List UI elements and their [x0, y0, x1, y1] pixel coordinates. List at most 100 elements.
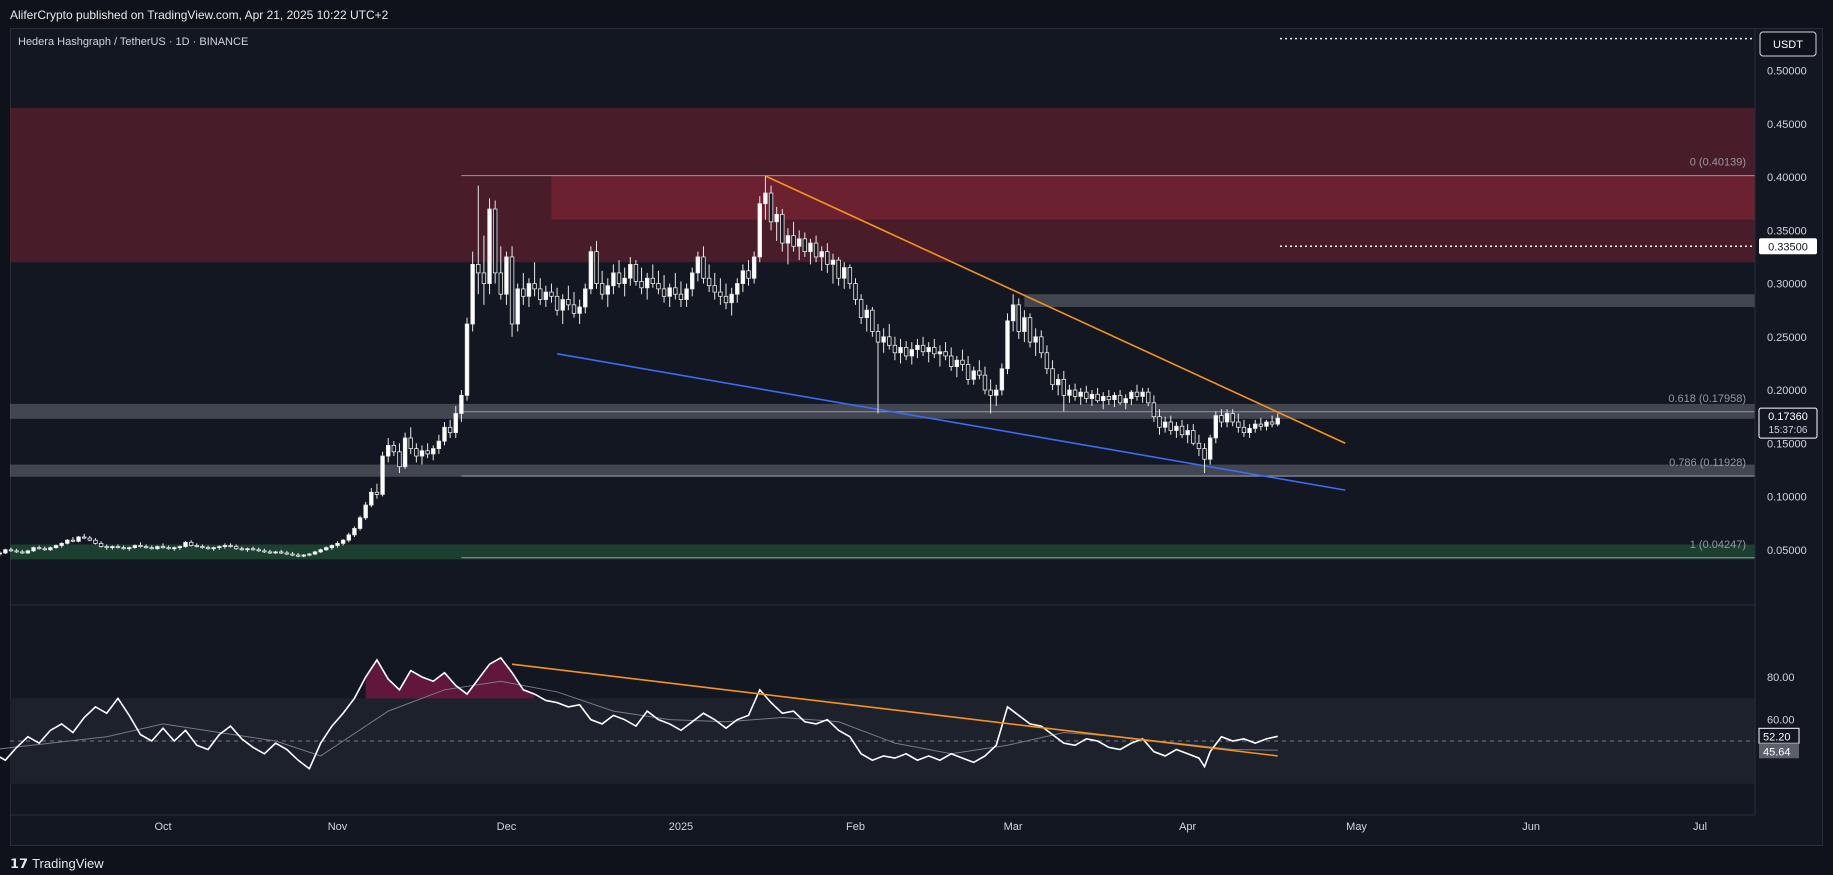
candle-body: [667, 287, 672, 297]
candle: [25, 549, 31, 555]
candle-body: [639, 281, 644, 289]
candle-body: [476, 263, 481, 274]
candle-body: [391, 445, 397, 453]
candle: [695, 251, 701, 282]
candle: [48, 546, 53, 551]
candle-body: [723, 295, 729, 304]
candle: [763, 176, 768, 220]
candle-body: [633, 263, 639, 282]
fib-level-label: 0 (0.40139): [1690, 157, 1746, 169]
rsi-descending-trendline[interactable]: [511, 663, 1278, 757]
candle-body: [65, 539, 70, 544]
candle: [160, 543, 166, 549]
descending-resistance-line[interactable]: [765, 175, 1346, 445]
candle: [571, 292, 577, 318]
candle-body: [960, 359, 965, 365]
candle-body: [369, 491, 374, 506]
price-tick-label: 0.35000: [1767, 225, 1807, 237]
time-tick-label: May: [1346, 821, 1367, 833]
candle-body: [31, 547, 36, 552]
marked-price-label: 0.33500: [1768, 241, 1808, 253]
candle: [65, 539, 70, 545]
tradingview-logo[interactable]: 𝟭𝟳 TradingView: [10, 856, 104, 872]
fib-level-label: 1 (0.04247): [1690, 539, 1746, 551]
candle: [53, 544, 59, 549]
candle: [1101, 392, 1106, 410]
zones-layer: [10, 107, 1755, 560]
candle: [301, 554, 306, 558]
candle: [1264, 419, 1269, 431]
candle: [836, 256, 841, 286]
candle: [1230, 409, 1235, 427]
candle-body: [121, 547, 126, 550]
time-tick-label: Feb: [846, 821, 865, 833]
fibonacci-layer: 0 (0.40139) 0.618 (0.17958) 0.786 (0.11928…: [461, 37, 1755, 559]
candle: [492, 200, 498, 284]
candle-body: [864, 309, 869, 319]
candle-body: [397, 451, 402, 468]
candle-body: [712, 285, 717, 293]
candle: [419, 445, 425, 465]
candle: [414, 443, 419, 463]
candle: [599, 270, 605, 300]
candle-body: [1185, 430, 1190, 436]
candle-body: [1022, 317, 1027, 332]
candle-body: [1050, 368, 1055, 386]
candle: [977, 360, 982, 380]
candle: [363, 501, 368, 520]
candle-body: [920, 344, 926, 353]
candle-body: [48, 547, 53, 551]
candle: [470, 251, 475, 332]
candle-body: [695, 256, 701, 274]
candle-body: [678, 293, 684, 300]
candle: [98, 541, 104, 548]
candle: [937, 345, 943, 367]
candle: [594, 240, 599, 289]
candle-body: [59, 542, 64, 546]
price-tick-label: 0.40000: [1767, 172, 1807, 184]
candle-body: [740, 270, 746, 284]
candle: [115, 544, 121, 549]
candle: [222, 543, 228, 549]
candle-body: [875, 331, 881, 343]
candle-body: [233, 546, 239, 550]
candle: [8, 547, 14, 552]
candle: [397, 443, 402, 474]
candle: [172, 546, 177, 551]
candle: [166, 545, 171, 550]
candle: [273, 550, 278, 555]
candle-body: [1196, 442, 1202, 450]
candle: [526, 278, 532, 307]
candle-body: [1179, 425, 1185, 436]
falling-wedge-support-line[interactable]: [556, 353, 1346, 491]
candle-body: [1112, 394, 1117, 401]
candle: [830, 253, 836, 284]
candle: [954, 355, 960, 378]
candle-body: [509, 256, 515, 325]
candle: [1140, 387, 1145, 403]
symbol-title: Hedera Hashgraph / TetherUS · 1D · BINAN…: [18, 36, 248, 48]
candle: [155, 545, 160, 550]
candle: [1072, 383, 1078, 401]
candle: [515, 283, 520, 332]
candle-body: [419, 450, 425, 457]
candle: [628, 256, 633, 286]
candle: [31, 546, 36, 552]
candle-body: [340, 539, 346, 544]
candle-body: [1241, 426, 1247, 434]
candle-body: [1055, 378, 1061, 386]
candle-body: [1253, 423, 1258, 429]
candle: [920, 336, 926, 356]
publish-header: AliferCrypto published on TradingView.co…: [0, 0, 1833, 28]
candle: [267, 549, 273, 555]
candle-body: [1072, 389, 1078, 397]
candle-body: [402, 437, 408, 468]
candle-body: [279, 551, 284, 554]
candle: [200, 544, 205, 549]
candle-body: [318, 549, 323, 553]
candle-body: [903, 347, 909, 357]
candle-body: [222, 545, 228, 547]
currency-button[interactable]: USDT: [1759, 31, 1817, 57]
price-chart[interactable]: Hedera Hashgraph / TetherUS · 1D · BINAN…: [0, 0, 1833, 848]
candle: [1033, 328, 1038, 356]
